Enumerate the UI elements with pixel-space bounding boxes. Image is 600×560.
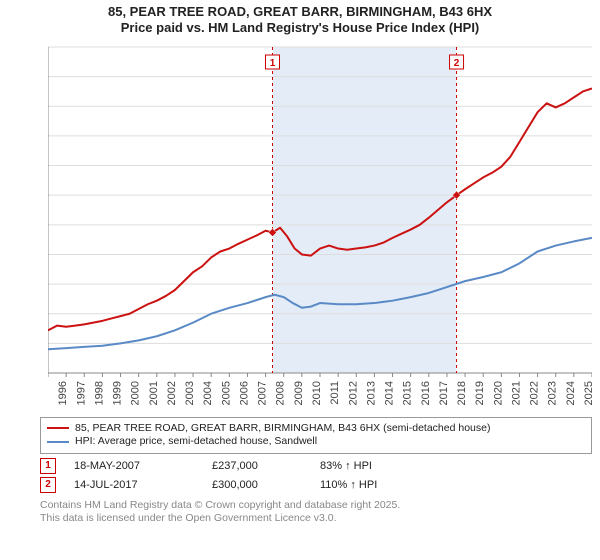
svg-text:2012: 2012 — [347, 381, 359, 405]
svg-text:2022: 2022 — [529, 380, 541, 404]
svg-text:2019: 2019 — [474, 381, 486, 405]
marker-date: 18-MAY-2007 — [74, 460, 194, 472]
marker-hpi: 110% ↑ HPI — [320, 479, 377, 491]
svg-text:2013: 2013 — [365, 381, 377, 405]
svg-text:2021: 2021 — [510, 381, 522, 405]
marker-row: 2 14-JUL-2017 £300,000 110% ↑ HPI — [40, 477, 592, 493]
footnote: Contains HM Land Registry data © Crown c… — [40, 499, 592, 525]
svg-text:1996: 1996 — [57, 381, 69, 405]
svg-text:2009: 2009 — [293, 381, 305, 405]
legend-swatch — [47, 427, 69, 429]
svg-text:1995: 1995 — [48, 381, 51, 405]
svg-text:2008: 2008 — [275, 381, 287, 405]
marker-number: 2 — [40, 477, 56, 493]
legend-label: HPI: Average price, semi-detached house,… — [75, 435, 317, 449]
marker-row: 1 18-MAY-2007 £237,000 83% ↑ HPI — [40, 458, 592, 474]
marker-number: 1 — [40, 458, 56, 474]
svg-text:2001: 2001 — [148, 381, 160, 405]
legend: 85, PEAR TREE ROAD, GREAT BARR, BIRMINGH… — [40, 417, 592, 454]
svg-text:2020: 2020 — [492, 381, 504, 405]
svg-text:1: 1 — [270, 58, 276, 69]
marker-table: 1 18-MAY-2007 £237,000 83% ↑ HPI 2 14-JUL-201… — [40, 458, 592, 493]
legend-item: 85, PEAR TREE ROAD, GREAT BARR, BIRMINGH… — [47, 422, 585, 436]
svg-text:2023: 2023 — [547, 381, 559, 405]
marker-price: £300,000 — [212, 479, 302, 491]
footnote-line-2: This data is licensed under the Open Gov… — [40, 512, 592, 525]
footnote-line-1: Contains HM Land Registry data © Crown c… — [40, 499, 592, 512]
svg-text:2025: 2025 — [583, 381, 592, 405]
svg-text:1999: 1999 — [112, 381, 124, 405]
marker-price: £237,000 — [212, 460, 302, 472]
chart-title: 85, PEAR TREE ROAD, GREAT BARR, BIRMINGH… — [0, 0, 600, 37]
svg-text:2005: 2005 — [220, 381, 232, 405]
svg-text:2004: 2004 — [202, 381, 214, 405]
marker-date: 14-JUL-2017 — [74, 479, 194, 491]
svg-text:2003: 2003 — [184, 381, 196, 405]
svg-text:2000: 2000 — [130, 381, 142, 405]
svg-text:2010: 2010 — [311, 381, 323, 405]
chart-svg: £0£50K£100K£150K£200K£250K£300K£350K£400… — [48, 43, 592, 411]
legend-label: 85, PEAR TREE ROAD, GREAT BARR, BIRMINGH… — [75, 422, 490, 436]
svg-text:2024: 2024 — [565, 381, 577, 405]
chart-plot-area: £0£50K£100K£150K£200K£250K£300K£350K£400… — [48, 43, 592, 411]
svg-text:2007: 2007 — [257, 381, 269, 405]
marker-hpi: 83% ↑ HPI — [320, 460, 372, 472]
title-line-1: 85, PEAR TREE ROAD, GREAT BARR, BIRMINGH… — [0, 4, 600, 20]
svg-text:1998: 1998 — [93, 381, 105, 405]
svg-text:2017: 2017 — [438, 381, 450, 405]
legend-item: HPI: Average price, semi-detached house,… — [47, 435, 585, 449]
svg-text:2006: 2006 — [238, 381, 250, 405]
svg-text:2015: 2015 — [402, 381, 414, 405]
svg-text:1997: 1997 — [75, 381, 87, 405]
svg-text:2016: 2016 — [420, 381, 432, 405]
title-line-2: Price paid vs. HM Land Registry's House … — [0, 20, 600, 36]
svg-text:2014: 2014 — [384, 381, 396, 405]
svg-text:2002: 2002 — [166, 381, 178, 405]
legend-swatch — [47, 441, 69, 443]
svg-text:2011: 2011 — [329, 381, 341, 405]
svg-text:2: 2 — [454, 58, 460, 69]
svg-text:2018: 2018 — [456, 381, 468, 405]
